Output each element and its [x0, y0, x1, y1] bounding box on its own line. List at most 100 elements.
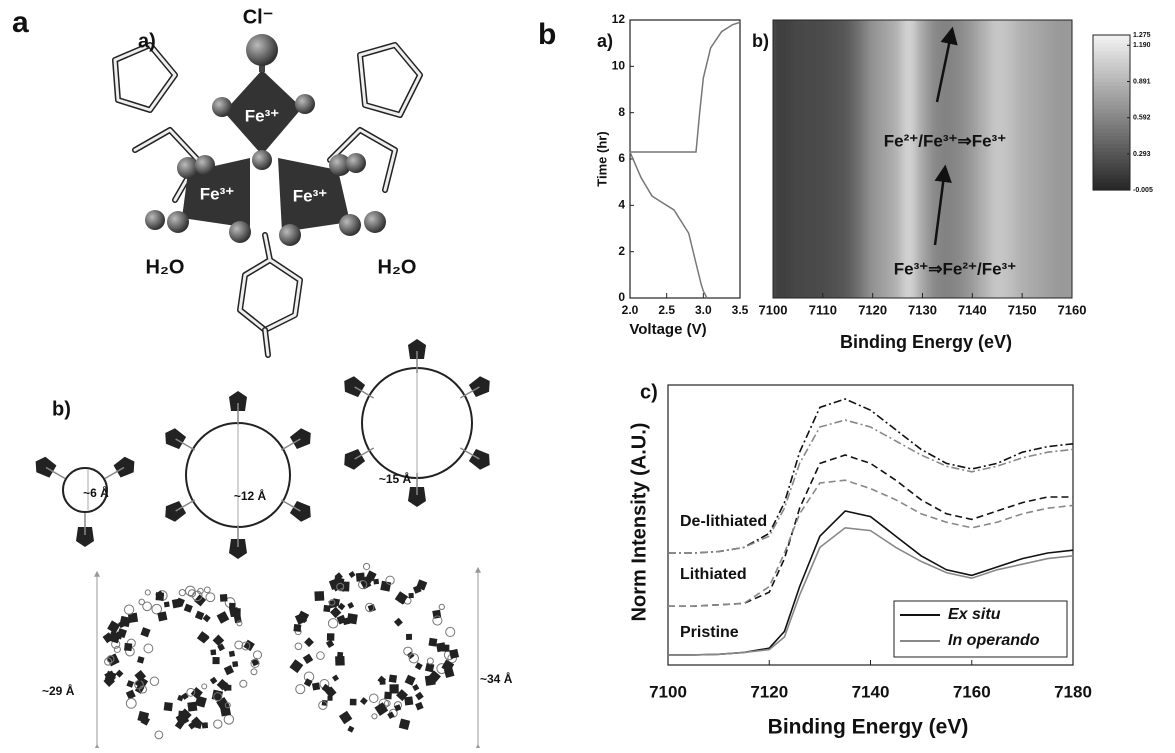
colorbar-step	[1093, 39, 1130, 43]
colorbar-step	[1093, 120, 1130, 124]
heatmap-cell	[803, 20, 817, 298]
y-tick-label: 8	[618, 105, 625, 119]
atom-label: Fe³⁺	[200, 184, 235, 203]
cage-block	[412, 684, 419, 691]
cage-block	[220, 594, 228, 602]
colorbar-step	[1093, 70, 1130, 74]
x-axis-label: Voltage (V)	[629, 321, 706, 338]
colorbar-step	[1093, 66, 1130, 70]
cage-ring	[145, 590, 150, 595]
cage-block	[210, 677, 218, 685]
x-tick-label: 7100	[759, 302, 788, 317]
legend-label: In operando	[948, 632, 1040, 649]
colorbar-step	[1093, 74, 1130, 78]
cage-ring	[155, 731, 163, 739]
cage-ring	[126, 698, 136, 708]
cage-ring	[328, 619, 337, 628]
colorbar-step	[1093, 163, 1130, 167]
cage-block	[303, 654, 313, 664]
cage-block	[405, 675, 416, 686]
cage-block	[326, 640, 334, 648]
cage-block	[115, 670, 123, 678]
cage-block	[202, 722, 208, 728]
x-tick-label: 7130	[908, 302, 937, 317]
colorbar-step	[1093, 51, 1130, 55]
cage-ring	[427, 658, 433, 664]
cage-block	[389, 674, 397, 682]
cage-ring	[186, 586, 196, 596]
cage-block	[387, 712, 394, 719]
cage-block	[232, 661, 238, 667]
cage-block	[203, 614, 211, 622]
x-tick-label: 7110	[809, 302, 837, 317]
y-tick-label: 12	[612, 12, 626, 26]
cage-block	[31, 454, 57, 480]
heatmap-cell	[890, 20, 904, 298]
colorbar-step	[1093, 97, 1130, 101]
cage-ring	[124, 605, 133, 614]
y-tick-label: 6	[618, 151, 625, 165]
x-tick-label: 7150	[1008, 302, 1037, 317]
heatmap-cell	[778, 20, 792, 298]
cage-block	[339, 711, 352, 724]
page: {"figure": {"panel_a": "a", "panel_b": "…	[0, 0, 1175, 748]
cage-ring	[224, 715, 233, 724]
heatmap-cell	[978, 20, 992, 298]
cage-block	[340, 447, 366, 473]
cage-ring	[139, 599, 145, 605]
atom-label: Cl⁻	[243, 6, 274, 28]
cage-block	[164, 702, 173, 711]
cage-block	[210, 649, 216, 655]
heatmap-cell	[1027, 20, 1041, 298]
heatmap-cell	[990, 20, 1004, 298]
cage-block	[399, 719, 410, 730]
legend-label: Ex situ	[948, 606, 1001, 623]
cage-block	[349, 571, 356, 578]
cage-block	[137, 656, 144, 663]
cage-ring	[202, 684, 207, 689]
panel-label: a)	[597, 31, 613, 51]
line	[668, 420, 1073, 553]
x-tick-label: 7140	[958, 302, 987, 317]
colorbar-step	[1093, 105, 1130, 109]
colorbar-step	[1093, 58, 1130, 62]
cage-block	[107, 620, 120, 633]
cage-ring	[240, 680, 247, 687]
y-tick-label: 0	[618, 290, 625, 304]
cage-block	[340, 373, 366, 399]
plot-frame	[630, 20, 740, 298]
cage-block	[347, 602, 354, 609]
cage-block	[442, 645, 449, 652]
colorbar-step	[1093, 144, 1130, 148]
curve-label: De-lithiated	[680, 513, 767, 530]
x-tick-label: 7120	[858, 302, 887, 317]
heatmap-cell	[940, 20, 954, 298]
heatmap-cell	[953, 20, 967, 298]
cage-block	[323, 605, 330, 612]
curve-label: Pristine	[680, 624, 739, 641]
panel-label: b)	[752, 31, 769, 51]
curve-label: Lithiated	[680, 566, 747, 583]
cage-ring	[251, 669, 257, 675]
cage-block	[229, 607, 239, 617]
colorbar-step	[1093, 82, 1130, 86]
colorbar-step	[1093, 124, 1130, 128]
colorbar-step	[1093, 147, 1130, 151]
cage-block	[157, 611, 167, 621]
cage-block	[332, 675, 339, 682]
heatmap-cell	[841, 20, 855, 298]
colorbar-step	[1093, 140, 1130, 144]
cage-block	[428, 638, 437, 647]
colorbar-step	[1093, 159, 1130, 163]
cage-ring	[204, 587, 210, 593]
colorbar-step	[1093, 151, 1130, 155]
heatmap-cell	[878, 20, 892, 298]
cage-block	[314, 591, 324, 601]
cage-ring	[295, 643, 302, 650]
colorbar-step	[1093, 93, 1130, 97]
cage-block	[347, 613, 358, 624]
cage-ring	[446, 627, 455, 636]
panel-label: a)	[138, 30, 156, 52]
cage-block	[380, 581, 391, 592]
cage-block	[409, 593, 414, 598]
